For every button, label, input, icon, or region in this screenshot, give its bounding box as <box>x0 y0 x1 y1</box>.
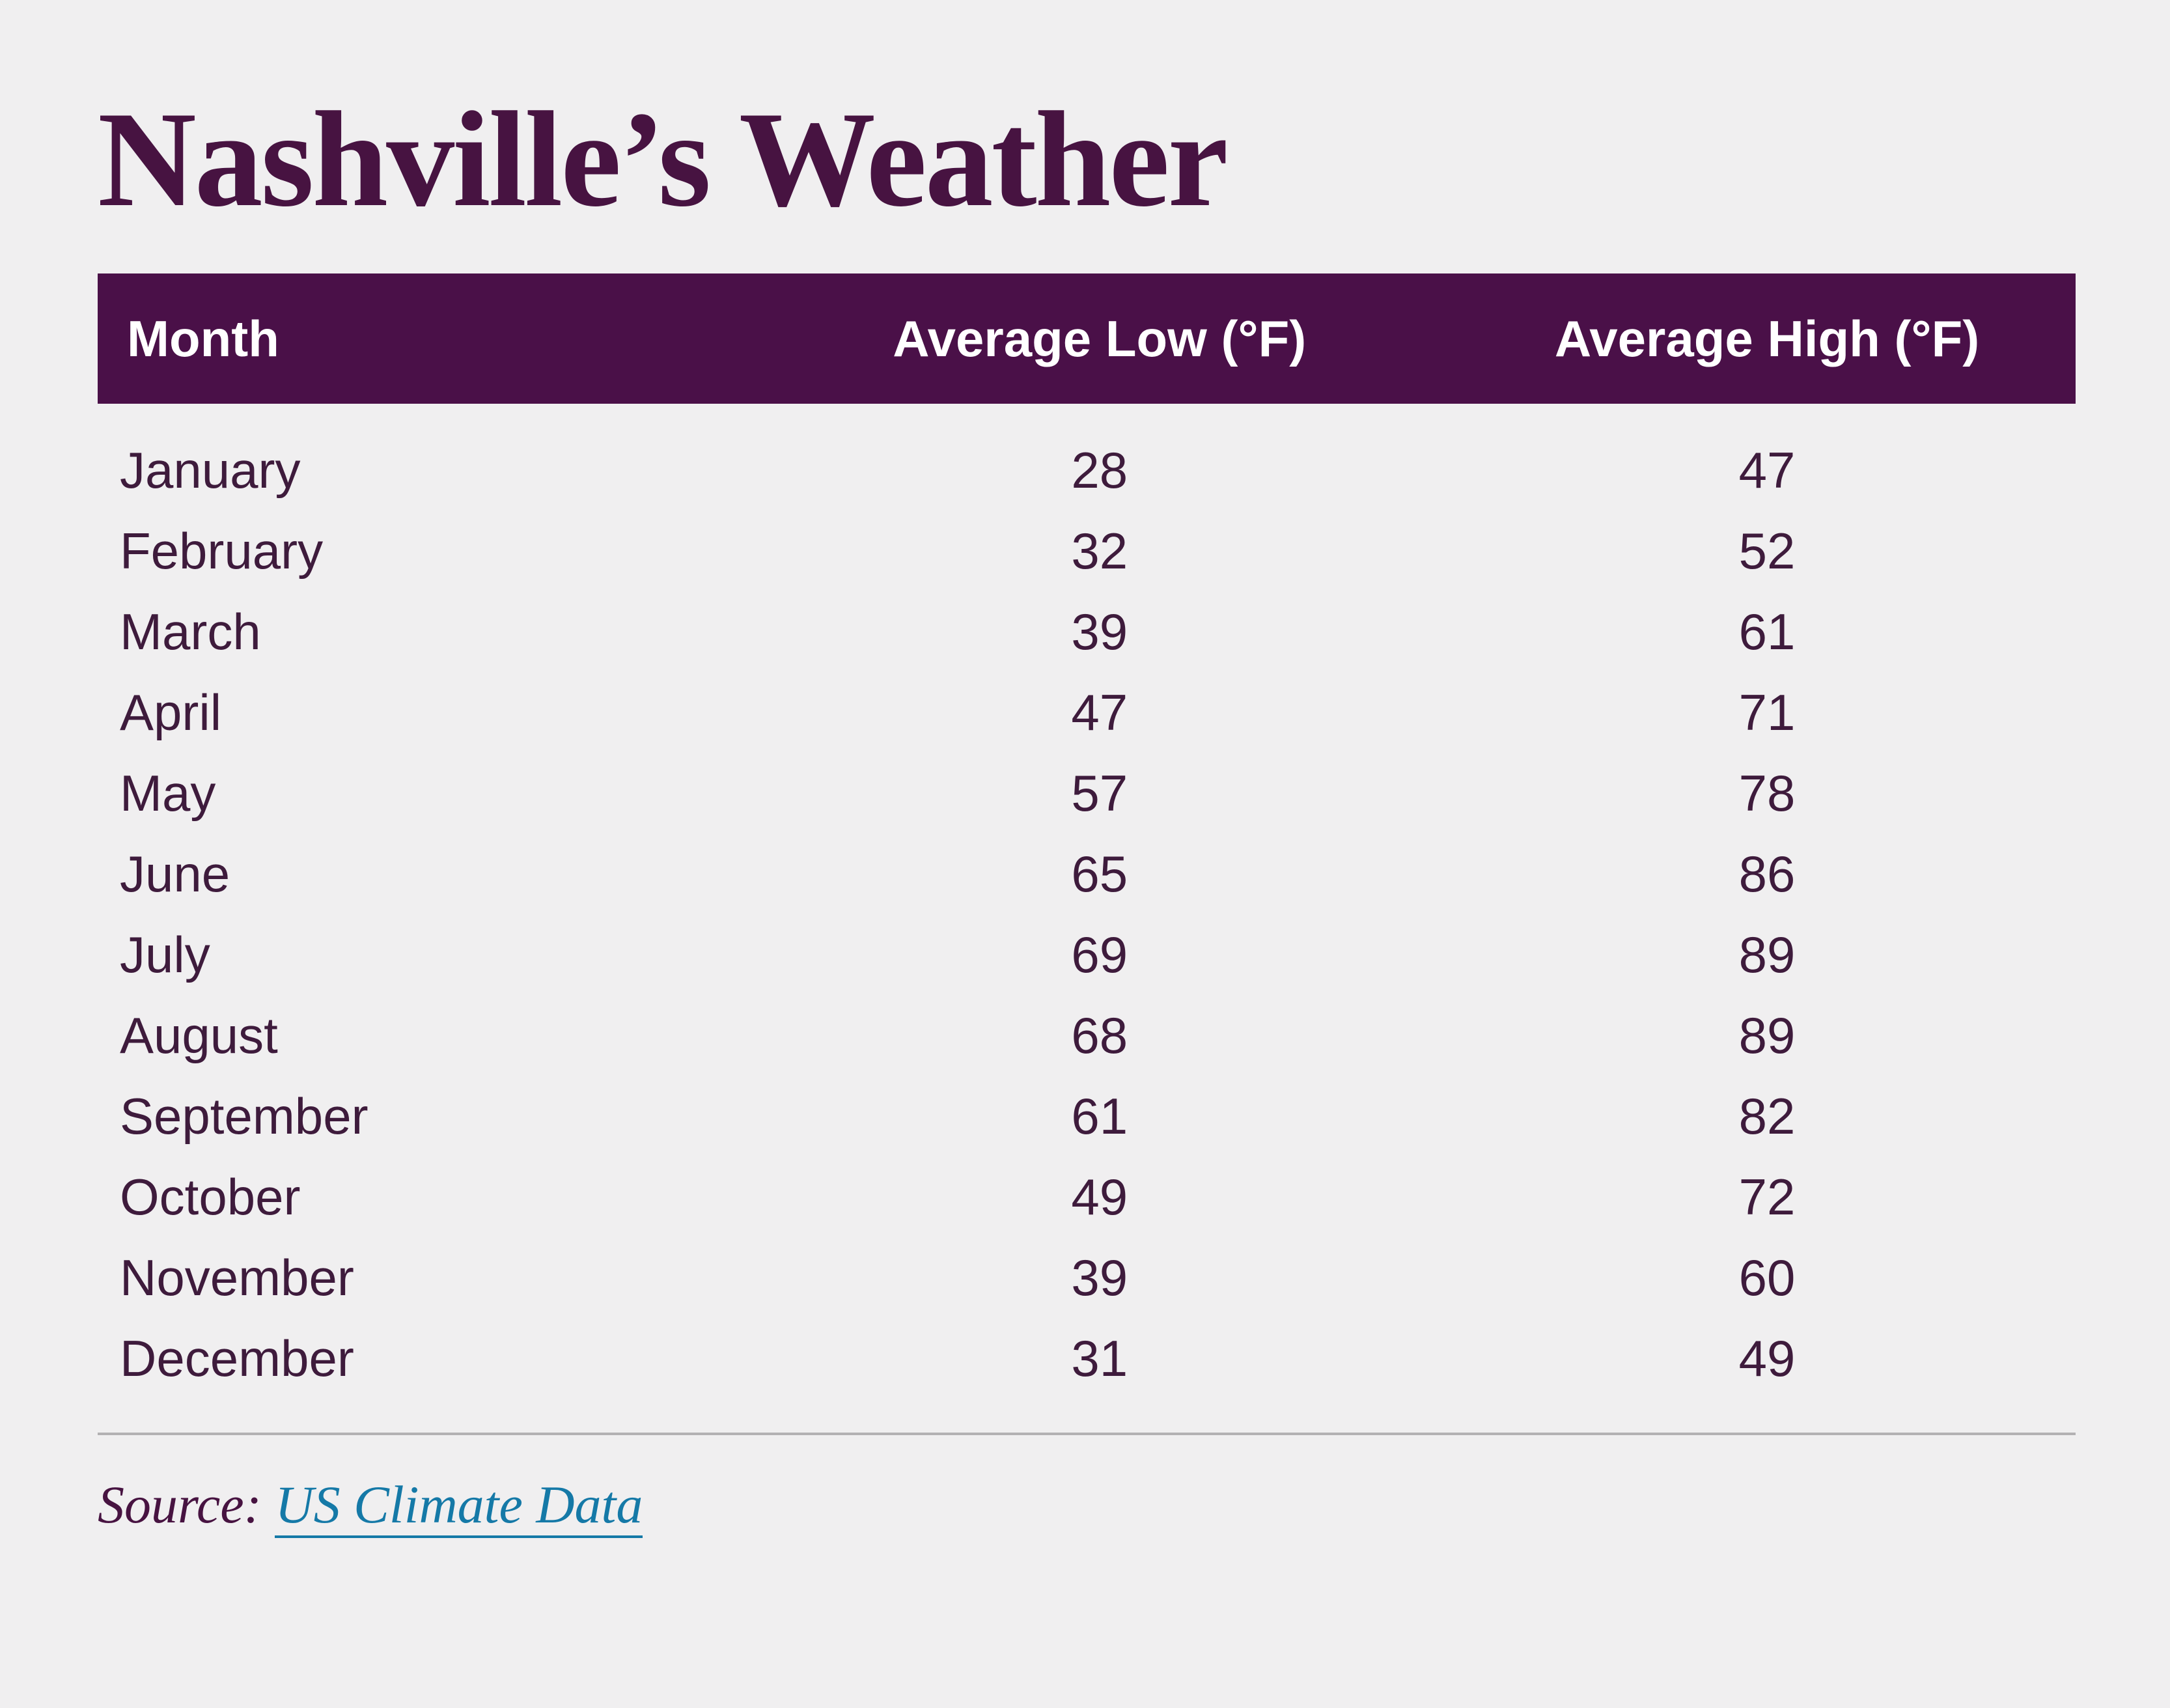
table-header-row: Month Average Low (°F) Average High (°F) <box>98 273 2076 404</box>
cell-month: April <box>120 683 222 741</box>
cell-low: 32 <box>1071 522 1128 580</box>
table-row: November 39 60 <box>98 1237 2076 1318</box>
source-label: Source: <box>98 1475 275 1534</box>
cell-month: August <box>120 1006 278 1064</box>
cell-low: 28 <box>1071 441 1128 499</box>
cell-low: 69 <box>1071 925 1128 983</box>
cell-low: 31 <box>1071 1329 1128 1387</box>
cell-high: 78 <box>1738 764 1796 822</box>
cell-high: 49 <box>1738 1329 1796 1387</box>
table-body: January 28 47 February 32 52 March 39 61… <box>98 404 2076 1399</box>
cell-month: December <box>120 1329 354 1387</box>
cell-month: January <box>120 441 301 499</box>
cell-low: 47 <box>1071 683 1128 741</box>
cell-high: 52 <box>1738 522 1796 580</box>
cell-high: 89 <box>1738 925 1796 983</box>
weather-table: Month Average Low (°F) Average High (°F)… <box>98 273 2076 1399</box>
cell-high: 82 <box>1738 1087 1796 1145</box>
table-row: May 57 78 <box>98 753 2076 833</box>
divider <box>98 1433 2076 1435</box>
cell-month: June <box>120 845 230 903</box>
cell-month: July <box>120 925 210 983</box>
column-header-month: Month <box>127 309 279 367</box>
cell-high: 47 <box>1738 441 1796 499</box>
cell-low: 61 <box>1071 1087 1128 1145</box>
table-row: March 39 61 <box>98 591 2076 672</box>
cell-month: March <box>120 602 261 660</box>
table-row: April 47 71 <box>98 672 2076 753</box>
infographic-canvas: { "page": { "background_color": "#F0EFF0… <box>0 91 2170 1708</box>
column-header-average-low: Average Low (°F) <box>893 309 1307 367</box>
cell-month: September <box>120 1087 369 1145</box>
cell-month: May <box>120 764 216 822</box>
cell-high: 71 <box>1738 683 1796 741</box>
cell-month: November <box>120 1248 354 1306</box>
table-row: December 31 49 <box>98 1318 2076 1399</box>
cell-high: 61 <box>1738 602 1796 660</box>
cell-month: February <box>120 522 324 580</box>
table-row: February 32 52 <box>98 511 2076 591</box>
cell-high: 60 <box>1738 1248 1796 1306</box>
column-header-average-high: Average High (°F) <box>1554 309 1980 367</box>
source-line: Source: US Climate Data <box>98 1473 2076 1538</box>
cell-month: October <box>120 1168 301 1225</box>
cell-low: 39 <box>1071 1248 1128 1306</box>
cell-low: 39 <box>1071 602 1128 660</box>
table-row: September 61 82 <box>98 1076 2076 1156</box>
table-row: January 28 47 <box>98 430 2076 511</box>
cell-high: 89 <box>1738 1006 1796 1064</box>
page-title: Nashville’s Weather <box>98 84 1229 235</box>
cell-high: 72 <box>1738 1168 1796 1225</box>
table-row: July 69 89 <box>98 914 2076 995</box>
cell-high: 86 <box>1738 845 1796 903</box>
table-row: October 49 72 <box>98 1156 2076 1237</box>
cell-low: 68 <box>1071 1006 1128 1064</box>
content-area: Nashville’s Weather Month Average Low (°… <box>98 84 2076 1538</box>
table-row: June 65 86 <box>98 833 2076 914</box>
source-link[interactable]: US Climate Data <box>275 1475 643 1538</box>
cell-low: 57 <box>1071 764 1128 822</box>
cell-low: 49 <box>1071 1168 1128 1225</box>
cell-low: 65 <box>1071 845 1128 903</box>
table-row: August 68 89 <box>98 995 2076 1076</box>
